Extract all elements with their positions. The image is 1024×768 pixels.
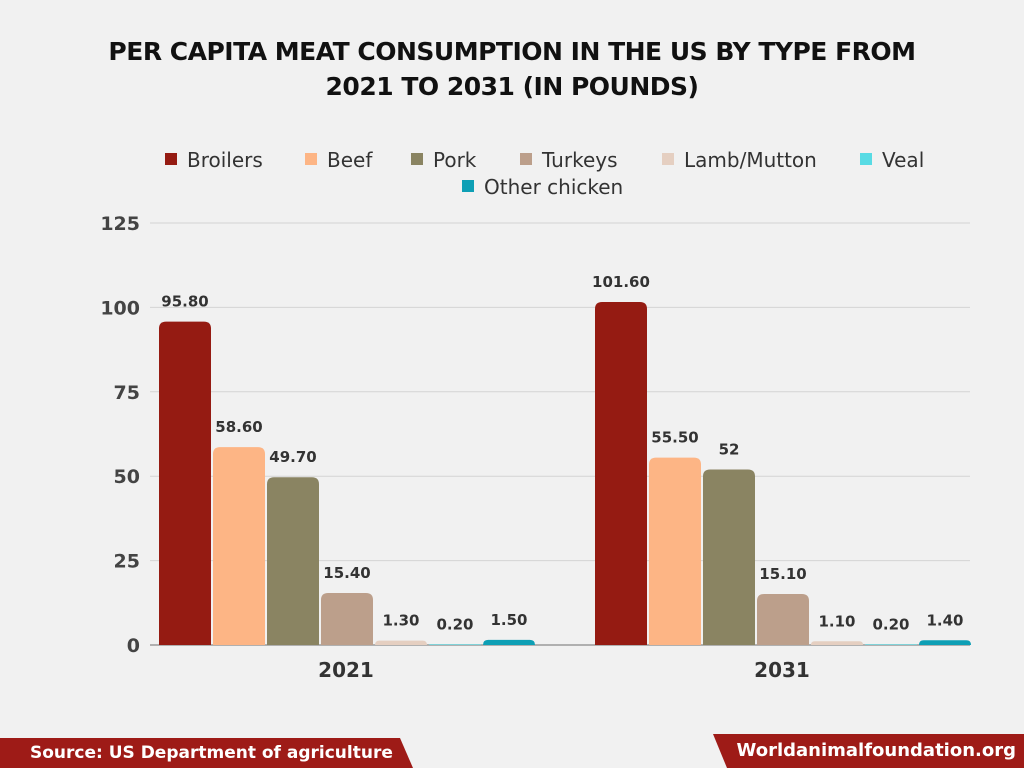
bar <box>811 641 863 645</box>
data-label: 1.30 <box>382 612 419 630</box>
data-label: 49.70 <box>269 448 316 466</box>
bar <box>649 457 701 645</box>
data-label: 15.40 <box>323 564 370 582</box>
legend-label: Other chicken <box>484 175 623 199</box>
bar <box>429 644 481 645</box>
legend-swatch <box>462 180 474 192</box>
data-label: 15.10 <box>759 565 806 583</box>
data-label: 58.60 <box>215 418 262 436</box>
bar <box>757 594 809 645</box>
bar <box>483 639 535 645</box>
y-tick-label: 100 <box>100 297 140 319</box>
legend-swatch <box>662 153 674 165</box>
source-banner <box>0 738 413 768</box>
chart-title-line-2: 2021 TO 2031 (IN POUNDS) <box>325 72 699 101</box>
bar <box>919 640 971 645</box>
site-link[interactable]: Worldanimalfoundation.org <box>736 740 1017 761</box>
legend-label: Broilers <box>187 148 263 172</box>
legend-label: Veal <box>882 148 924 172</box>
bar <box>703 469 755 645</box>
bar <box>865 644 917 645</box>
y-tick-label: 0 <box>127 635 140 657</box>
legend-swatch <box>165 153 177 165</box>
legend-label: Pork <box>433 148 477 172</box>
bar <box>375 640 427 645</box>
bar <box>159 321 211 645</box>
chart-title-line-1: PER CAPITA MEAT CONSUMPTION IN THE US BY… <box>108 37 916 66</box>
x-tick-label: 2021 <box>318 658 374 682</box>
legend-swatch <box>860 153 872 165</box>
data-label: 52 <box>719 440 740 458</box>
data-label: 95.80 <box>161 293 208 311</box>
legend-swatch <box>411 153 423 165</box>
site-banner <box>713 734 1024 768</box>
legend-label: Lamb/Mutton <box>684 148 817 172</box>
y-tick-label: 75 <box>114 382 140 404</box>
y-tick-label: 25 <box>114 551 140 573</box>
data-label: 1.10 <box>818 612 855 630</box>
bar <box>213 447 265 645</box>
data-label: 1.50 <box>490 611 527 629</box>
legend-label: Beef <box>327 148 373 172</box>
data-label: 0.20 <box>436 615 473 633</box>
x-tick-label: 2031 <box>754 658 810 682</box>
legend-label: Turkeys <box>541 148 618 172</box>
bar <box>321 593 373 645</box>
y-tick-label: 125 <box>100 213 140 235</box>
chart-title: PER CAPITA MEAT CONSUMPTION IN THE US BY… <box>0 34 1024 104</box>
y-tick-label: 50 <box>114 466 140 488</box>
legend-swatch <box>305 153 317 165</box>
legend-swatch <box>520 153 532 165</box>
data-label: 0.20 <box>872 615 909 633</box>
bar <box>267 477 319 645</box>
data-label: 1.40 <box>926 611 963 629</box>
data-label: 55.50 <box>651 429 698 447</box>
source-text: Source: US Department of agriculture <box>30 743 393 763</box>
data-label: 101.60 <box>592 273 650 291</box>
bar <box>595 301 647 645</box>
